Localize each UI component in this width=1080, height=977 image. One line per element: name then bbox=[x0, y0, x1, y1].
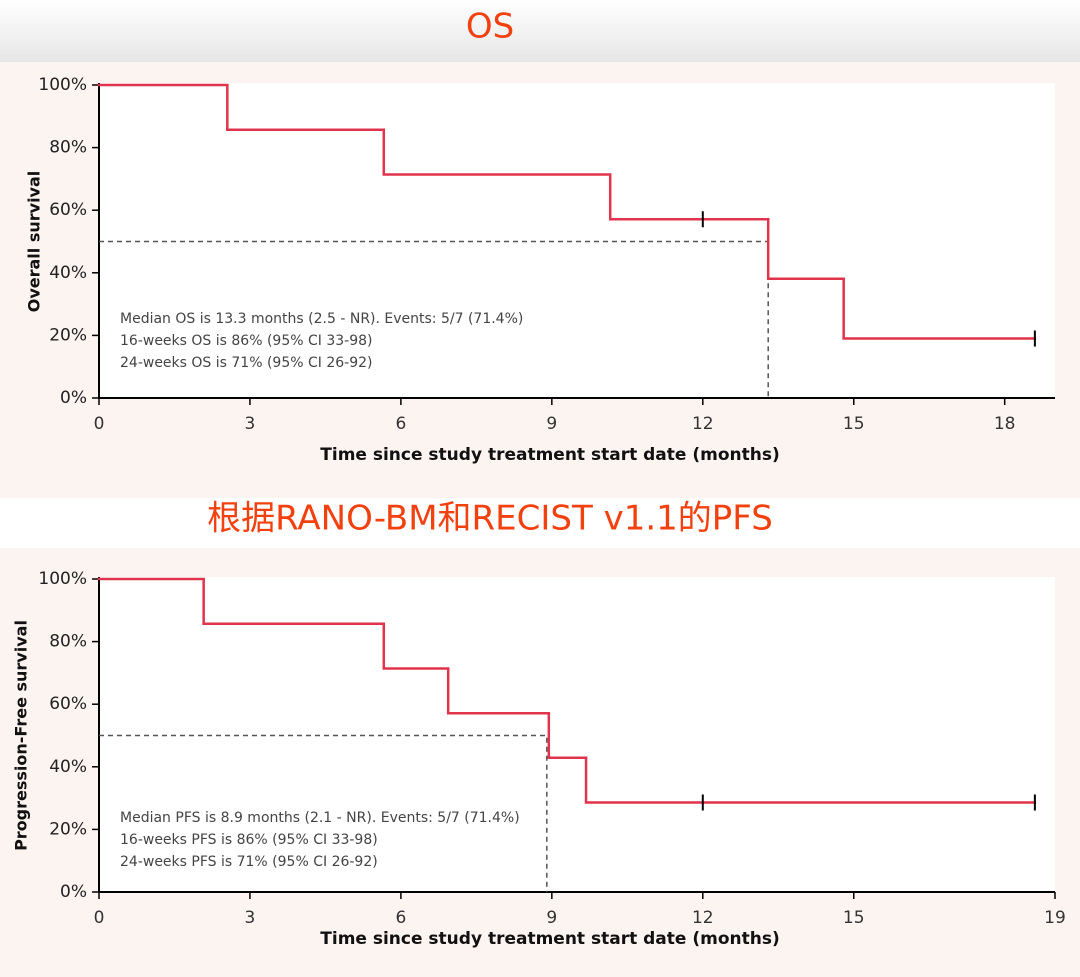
annotation: 16-weeks PFS is 86% (95% CI 33-98) bbox=[120, 832, 378, 848]
y-tick-label: 20% bbox=[49, 325, 87, 345]
x-tick-label: 0 bbox=[94, 414, 105, 434]
x-tick-label: 12 bbox=[692, 414, 714, 434]
annotation: 24-weeks OS is 71% (95% CI 26-92) bbox=[120, 355, 372, 371]
y-tick-label: 80% bbox=[49, 632, 87, 652]
x-tick-label: 3 bbox=[245, 414, 256, 434]
y-tick-label: 80% bbox=[49, 138, 87, 158]
plot-area bbox=[99, 83, 1055, 398]
x-tick-label: 9 bbox=[546, 414, 557, 434]
y-tick-label: 60% bbox=[49, 694, 87, 714]
x-tick-label: 19 bbox=[1044, 908, 1066, 928]
annotation: 16-weeks OS is 86% (95% CI 33-98) bbox=[120, 333, 372, 349]
y-axis-label: Progression-Free survival bbox=[12, 620, 31, 851]
x-tick-label: 3 bbox=[245, 908, 256, 928]
chart-title: 根据RANO-BM和RECIST v1.1的PFS bbox=[207, 499, 773, 539]
plot-area bbox=[99, 577, 1055, 892]
annotation: Median PFS is 8.9 months (2.1 - NR). Eve… bbox=[120, 810, 520, 826]
annotation: 24-weeks PFS is 71% (95% CI 26-92) bbox=[120, 854, 378, 870]
banner bbox=[0, 498, 1080, 548]
y-tick-label: 100% bbox=[38, 569, 87, 589]
y-tick-label: 100% bbox=[38, 75, 87, 95]
y-tick-label: 40% bbox=[49, 263, 87, 283]
x-tick-label: 12 bbox=[692, 908, 714, 928]
y-tick-label: 20% bbox=[49, 819, 87, 839]
x-tick-label: 18 bbox=[994, 414, 1016, 434]
x-tick-label: 15 bbox=[843, 414, 865, 434]
banner bbox=[0, 0, 1080, 62]
y-tick-label: 0% bbox=[60, 388, 87, 408]
y-tick-label: 40% bbox=[49, 757, 87, 777]
x-axis-label: Time since study treatment start date (m… bbox=[320, 929, 779, 949]
x-tick-label: 15 bbox=[843, 908, 865, 928]
chart-title: OS bbox=[466, 7, 514, 47]
y-tick-label: 60% bbox=[49, 200, 87, 220]
y-axis-label: Overall survival bbox=[25, 171, 44, 313]
x-axis-label: Time since study treatment start date (m… bbox=[320, 445, 779, 465]
y-tick-label: 0% bbox=[60, 882, 87, 902]
x-tick-label: 0 bbox=[94, 908, 105, 928]
x-tick-label: 6 bbox=[395, 908, 406, 928]
median-line bbox=[99, 734, 548, 892]
annotation: Median OS is 13.3 months (2.5 - NR). Eve… bbox=[120, 311, 523, 327]
x-tick-label: 9 bbox=[546, 908, 557, 928]
x-tick-label: 6 bbox=[395, 414, 406, 434]
